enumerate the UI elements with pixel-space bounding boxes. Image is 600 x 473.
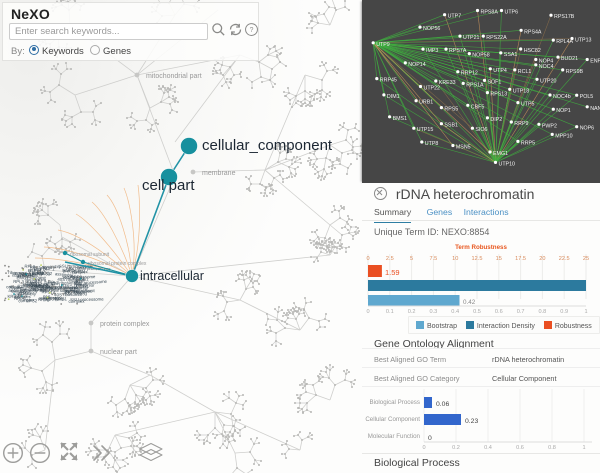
svg-text:0.2: 0.2 [408, 309, 416, 315]
svg-text:Cellular Component: Cellular Component [365, 416, 420, 423]
svg-text:0.4: 0.4 [484, 445, 492, 450]
svg-text:22.5: 22.5 [559, 256, 570, 262]
svg-text:RPS8A: RPS8A [481, 10, 499, 16]
svg-text:UTP18: UTP18 [513, 88, 530, 94]
svg-text:17.5: 17.5 [515, 256, 526, 262]
svg-text:0.3: 0.3 [430, 309, 438, 315]
svg-text:0.8: 0.8 [539, 309, 547, 315]
svg-text:0.23: 0.23 [465, 418, 478, 425]
svg-text:Biological Process: Biological Process [369, 399, 420, 406]
svg-text:SOF1: SOF1 [488, 79, 502, 85]
svg-text:POL5: POL5 [580, 94, 594, 100]
svg-text:BUD21: BUD21 [561, 56, 578, 62]
svg-text:RPS7A: RPS7A [449, 48, 467, 54]
svg-text:25: 25 [583, 256, 589, 262]
svg-text:RPL4A: RPL4A [556, 39, 573, 45]
svg-text:RPS1A: RPS1A [466, 82, 484, 88]
svg-text:SSA1: SSA1 [504, 52, 518, 58]
svg-text:0.06: 0.06 [436, 401, 449, 408]
svg-text:15: 15 [496, 256, 502, 262]
svg-text:RPS5: RPS5 [444, 107, 458, 113]
svg-text:0.42: 0.42 [463, 299, 476, 306]
svg-text:0: 0 [428, 435, 432, 442]
svg-text:NOC4: NOC4 [539, 64, 554, 70]
svg-text:NOP58: NOP58 [472, 53, 489, 59]
svg-text:RPS13: RPS13 [490, 92, 507, 98]
svg-text:UTP8: UTP8 [425, 141, 439, 147]
svg-text:PWP2: PWP2 [542, 123, 557, 129]
svg-text:0.6: 0.6 [516, 445, 524, 450]
svg-text:EMG1: EMG1 [493, 151, 508, 157]
svg-text:NOC4b: NOC4b [553, 94, 571, 100]
svg-text:ENP1: ENP1 [590, 59, 600, 65]
svg-text:NOP56: NOP56 [423, 26, 440, 32]
svg-text:0.4: 0.4 [451, 309, 459, 315]
svg-text:DIM1: DIM1 [387, 94, 400, 100]
svg-text:SSB1: SSB1 [444, 123, 458, 129]
svg-text:NAN1: NAN1 [590, 106, 600, 112]
svg-text:UTP6: UTP6 [505, 10, 519, 16]
svg-text:RRP45: RRP45 [380, 78, 397, 84]
svg-text:URB1: URB1 [419, 100, 433, 106]
svg-text:0: 0 [422, 445, 425, 450]
svg-text:1: 1 [582, 445, 585, 450]
svg-text:UTP21: UTP21 [463, 35, 480, 41]
svg-text:MSN5: MSN5 [456, 145, 471, 151]
svg-text:IMP3: IMP3 [426, 48, 438, 54]
svg-text:UTP22: UTP22 [424, 86, 441, 92]
svg-text:Term Robustness: Term Robustness [455, 244, 507, 251]
svg-text:UTP4: UTP4 [493, 68, 507, 74]
svg-text:RRP5: RRP5 [521, 140, 535, 146]
svg-text:0: 0 [366, 309, 369, 315]
svg-text:UTP15: UTP15 [417, 127, 434, 133]
svg-text:0: 0 [366, 256, 369, 262]
svg-text:0.7: 0.7 [517, 309, 525, 315]
svg-text:7.5: 7.5 [430, 256, 438, 262]
svg-text:0.2: 0.2 [452, 445, 460, 450]
svg-text:RPS17B: RPS17B [554, 14, 575, 20]
svg-text:UTP9: UTP9 [376, 42, 390, 48]
svg-text:RRP12: RRP12 [461, 71, 478, 77]
svg-text:UTP5: UTP5 [521, 102, 535, 108]
svg-text:RPS4A: RPS4A [524, 29, 542, 35]
svg-text:NOP1: NOP1 [556, 108, 570, 114]
svg-text:HSC82: HSC82 [524, 48, 541, 54]
svg-text:UTP10: UTP10 [499, 161, 516, 167]
svg-text:CBF5: CBF5 [471, 104, 485, 110]
svg-text:0.1: 0.1 [386, 309, 394, 315]
svg-text:RPS9B: RPS9B [566, 69, 584, 75]
svg-text:UTP7: UTP7 [448, 14, 462, 20]
svg-text:KRE33: KRE33 [439, 80, 456, 86]
svg-text:RRP9: RRP9 [514, 121, 528, 127]
svg-text:NOP14: NOP14 [408, 62, 425, 68]
svg-text:RCL1: RCL1 [518, 69, 532, 75]
svg-text:Molecular Function: Molecular Function [368, 433, 421, 440]
svg-text:2.5: 2.5 [386, 256, 394, 262]
svg-text:BMS1: BMS1 [393, 116, 407, 122]
svg-text:0.6: 0.6 [495, 309, 503, 315]
svg-text:0.9: 0.9 [560, 309, 568, 315]
svg-text:1: 1 [584, 309, 587, 315]
svg-text:5: 5 [410, 256, 413, 262]
svg-text:0.8: 0.8 [548, 445, 556, 450]
svg-text:SIO6: SIO6 [475, 127, 487, 133]
svg-text:DIP2: DIP2 [490, 117, 502, 123]
svg-text:RPS22A: RPS22A [486, 35, 507, 41]
svg-text:UTP13: UTP13 [575, 38, 592, 44]
svg-text:20: 20 [539, 256, 545, 262]
svg-text:10: 10 [452, 256, 458, 262]
svg-text:12.5: 12.5 [472, 256, 483, 262]
svg-text:1.59: 1.59 [385, 268, 400, 277]
svg-text:NOP6: NOP6 [580, 126, 594, 132]
svg-text:0.5: 0.5 [473, 309, 481, 315]
svg-text:UTP20: UTP20 [540, 78, 557, 84]
svg-text:MPP10: MPP10 [555, 133, 572, 139]
